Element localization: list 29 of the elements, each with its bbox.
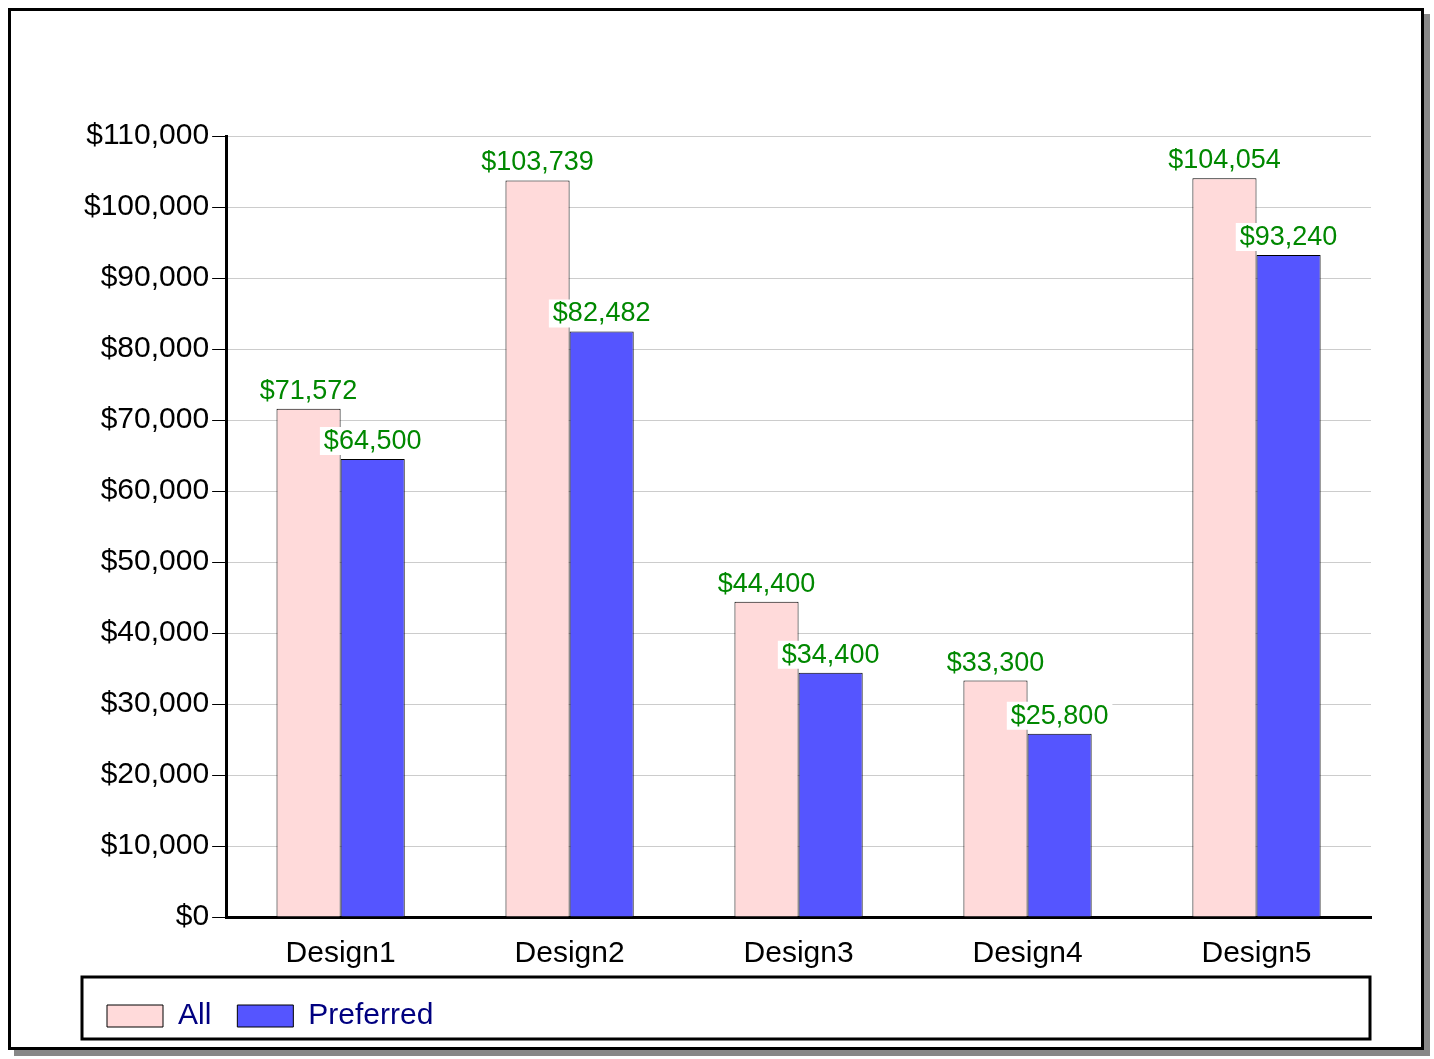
y-tick-label: $40,000 [100, 614, 210, 648]
y-tick-label: $10,000 [100, 827, 210, 861]
y-tick-label: $60,000 [100, 472, 210, 506]
data-label: $64,500 [323, 425, 422, 455]
x-tick-label: Design3 [743, 935, 854, 969]
legend-label: All [178, 997, 212, 1031]
data-label: $25,800 [1010, 699, 1109, 730]
data-label: $103,739 [481, 146, 594, 177]
data-label: $71,572 [259, 374, 358, 405]
data-label: $93,240 [1239, 220, 1338, 251]
y-tick-label: $90,000 [100, 259, 210, 293]
x-tick-label: Design2 [514, 935, 625, 969]
legend-label: Preferred [308, 997, 434, 1031]
x-tick-label: Design1 [285, 935, 396, 969]
y-tick-label: $110,000 [86, 117, 210, 151]
x-tick-label: Design4 [972, 935, 1083, 969]
y-tick-label: $100,000 [83, 188, 210, 222]
data-label: $82,482 [552, 297, 651, 328]
y-tick-label: $70,000 [100, 401, 210, 435]
data-label: $44,400 [717, 567, 816, 598]
y-tick-label: $80,000 [100, 330, 210, 364]
x-tick-label: Design5 [1201, 935, 1312, 969]
y-tick-label: $20,000 [100, 756, 210, 790]
data-label: $33,300 [946, 646, 1045, 677]
data-label: $34,400 [781, 638, 880, 669]
y-tick-label: $30,000 [100, 685, 210, 719]
y-tick-label: $0 [175, 898, 210, 932]
y-tick-label: $50,000 [100, 543, 210, 577]
data-label: $104,054 [1168, 144, 1281, 175]
